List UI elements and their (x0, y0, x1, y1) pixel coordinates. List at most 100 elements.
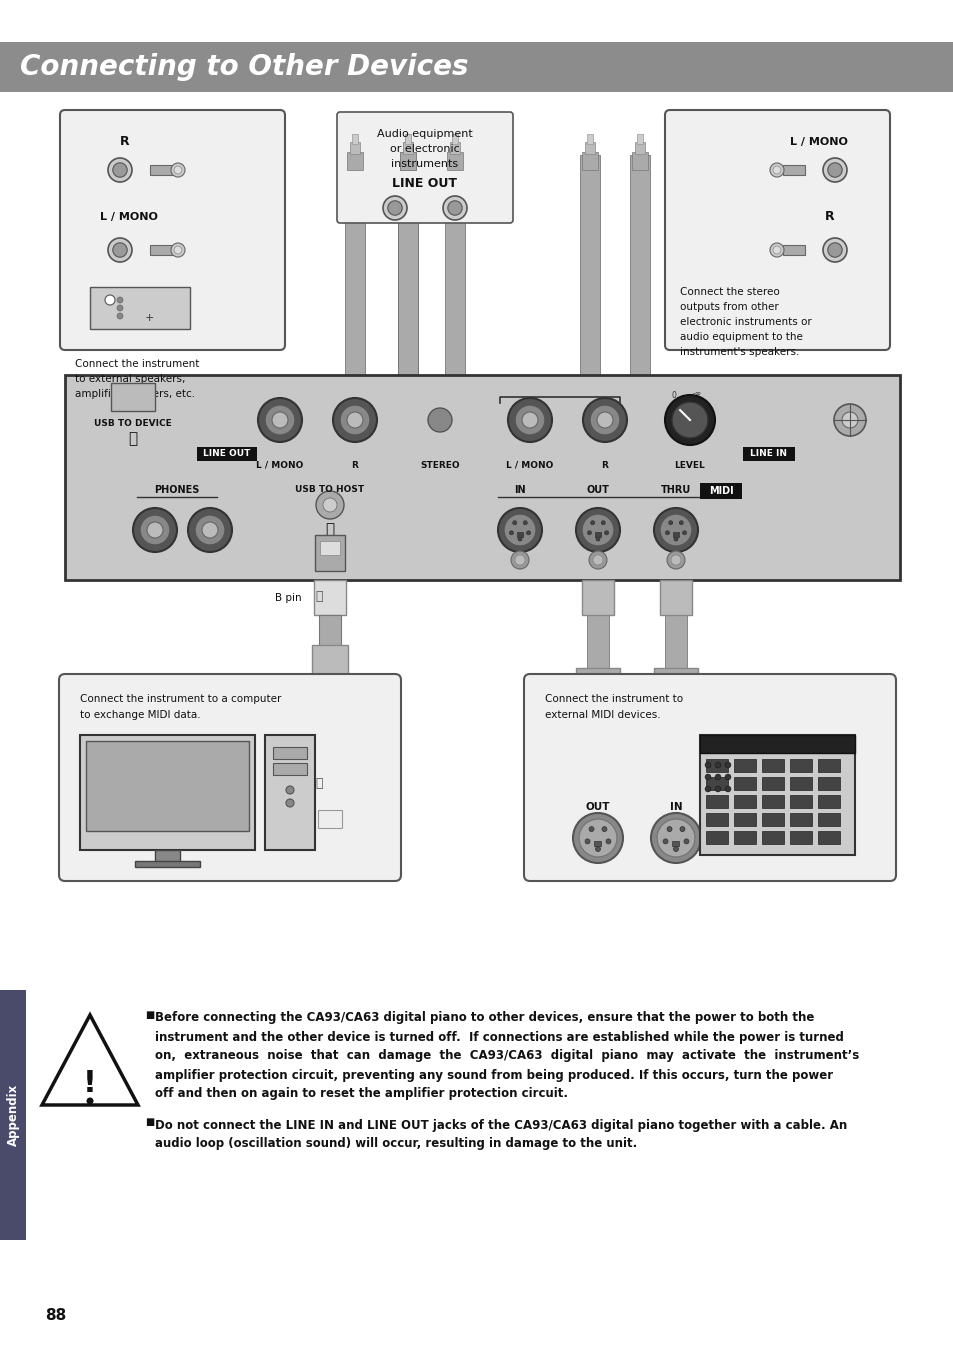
FancyBboxPatch shape (444, 215, 464, 378)
FancyBboxPatch shape (399, 153, 416, 170)
Circle shape (714, 761, 720, 768)
Circle shape (171, 163, 185, 177)
Polygon shape (42, 1015, 138, 1106)
FancyBboxPatch shape (817, 778, 840, 790)
FancyBboxPatch shape (664, 716, 686, 765)
Text: ■: ■ (145, 1010, 154, 1021)
Text: IN: IN (669, 802, 681, 811)
FancyBboxPatch shape (789, 778, 811, 790)
FancyBboxPatch shape (402, 142, 413, 154)
Circle shape (578, 819, 617, 857)
Text: outputs from other: outputs from other (679, 302, 778, 312)
FancyBboxPatch shape (789, 795, 811, 809)
Circle shape (662, 838, 667, 844)
Text: audio loop (oscillation sound) will occur, resulting in damage to the unit.: audio loop (oscillation sound) will occu… (154, 1138, 637, 1150)
FancyBboxPatch shape (318, 690, 340, 770)
Text: ⎋: ⎋ (325, 522, 335, 537)
Circle shape (772, 166, 781, 174)
Text: electronic instruments or: electronic instruments or (679, 317, 811, 327)
FancyBboxPatch shape (761, 813, 783, 826)
FancyBboxPatch shape (705, 795, 727, 809)
FancyBboxPatch shape (196, 447, 256, 460)
Circle shape (769, 243, 783, 256)
Circle shape (827, 163, 841, 177)
FancyBboxPatch shape (397, 155, 417, 378)
Circle shape (704, 786, 710, 792)
FancyBboxPatch shape (700, 483, 741, 499)
Circle shape (833, 404, 865, 436)
Circle shape (323, 498, 336, 512)
Text: R: R (601, 460, 608, 470)
Circle shape (286, 799, 294, 807)
Circle shape (509, 531, 513, 535)
Text: Appendix: Appendix (7, 1084, 19, 1146)
FancyBboxPatch shape (672, 841, 679, 846)
FancyBboxPatch shape (761, 795, 783, 809)
Circle shape (679, 521, 682, 525)
FancyBboxPatch shape (314, 580, 346, 616)
FancyBboxPatch shape (319, 541, 339, 555)
Text: B pin: B pin (275, 593, 302, 603)
FancyBboxPatch shape (586, 716, 608, 765)
Circle shape (600, 521, 604, 525)
Circle shape (447, 201, 461, 215)
Circle shape (595, 846, 599, 852)
FancyBboxPatch shape (581, 153, 598, 170)
Text: on,  extraneous  noise  that  can  damage  the  CA93/CA63  digital  piano  may  : on, extraneous noise that can damage the… (154, 1049, 859, 1062)
FancyBboxPatch shape (654, 668, 698, 716)
Circle shape (347, 412, 363, 428)
Text: LEVEL: LEVEL (674, 460, 704, 470)
Circle shape (673, 846, 678, 852)
Circle shape (604, 531, 608, 535)
Circle shape (714, 774, 720, 780)
Circle shape (714, 786, 720, 792)
FancyBboxPatch shape (0, 42, 953, 92)
Circle shape (339, 405, 370, 435)
Text: audio equipment to the: audio equipment to the (679, 332, 802, 342)
FancyBboxPatch shape (318, 616, 340, 775)
Circle shape (512, 521, 517, 525)
Text: Connect the instrument: Connect the instrument (75, 359, 199, 369)
Circle shape (683, 838, 688, 844)
Circle shape (769, 163, 783, 177)
Circle shape (515, 405, 544, 435)
Circle shape (582, 398, 626, 441)
Circle shape (772, 246, 781, 254)
FancyBboxPatch shape (312, 645, 348, 690)
FancyBboxPatch shape (595, 532, 600, 537)
Text: A pin: A pin (275, 780, 302, 790)
Circle shape (605, 838, 610, 844)
FancyBboxPatch shape (150, 244, 172, 255)
Text: OUT: OUT (586, 485, 609, 495)
Text: amplifier protection circuit, preventing any sound from being produced. If this : amplifier protection circuit, preventing… (154, 1068, 832, 1081)
Circle shape (140, 514, 170, 545)
FancyBboxPatch shape (672, 532, 679, 537)
Circle shape (659, 514, 691, 545)
Circle shape (590, 521, 594, 525)
Circle shape (117, 297, 123, 302)
Text: OUT: OUT (585, 802, 610, 811)
Circle shape (588, 551, 606, 568)
Text: instruments: instruments (391, 159, 458, 169)
Circle shape (382, 196, 407, 220)
FancyBboxPatch shape (576, 668, 619, 716)
Text: external MIDI devices.: external MIDI devices. (544, 710, 659, 720)
Circle shape (724, 774, 730, 780)
FancyBboxPatch shape (273, 747, 307, 759)
Circle shape (286, 786, 294, 794)
Text: amplifiers, mixers, etc.: amplifiers, mixers, etc. (75, 389, 195, 400)
Circle shape (673, 537, 678, 541)
Circle shape (521, 412, 537, 428)
Circle shape (503, 514, 536, 545)
Circle shape (679, 826, 684, 832)
Circle shape (822, 158, 846, 182)
Circle shape (497, 508, 541, 552)
Circle shape (654, 508, 698, 552)
FancyBboxPatch shape (705, 832, 727, 844)
Circle shape (511, 551, 529, 568)
Text: R: R (352, 460, 358, 470)
Text: instrument and the other device is turned off.  If connections are established w: instrument and the other device is turne… (154, 1030, 843, 1044)
Text: Connect the instrument to: Connect the instrument to (544, 694, 682, 703)
Circle shape (593, 555, 602, 566)
FancyBboxPatch shape (782, 244, 804, 255)
